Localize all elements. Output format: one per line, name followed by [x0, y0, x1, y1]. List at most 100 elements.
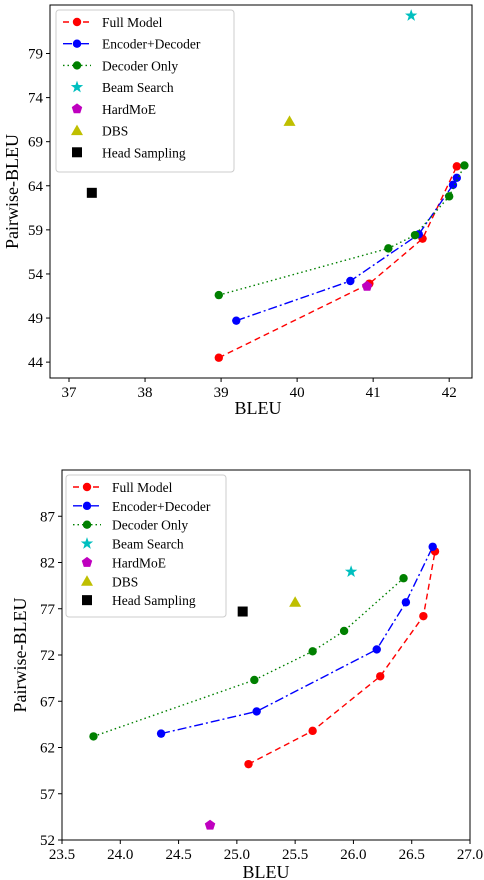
legend-label: Full Model	[102, 15, 163, 30]
x-tick-label: 37	[62, 385, 78, 401]
data-point	[361, 280, 373, 291]
series-dbs	[283, 115, 296, 126]
legend-item: Full Model	[63, 15, 163, 30]
x-tick-label: 41	[366, 385, 381, 401]
y-tick-label: 72	[40, 648, 55, 664]
legend-item: Beam Search	[80, 537, 184, 552]
legend-item: Decoder Only	[63, 58, 178, 73]
series-line	[248, 551, 436, 765]
series-decoder-only	[214, 161, 469, 300]
legend-item: Full Model	[73, 480, 173, 495]
x-tick-label: 23.5	[49, 847, 75, 863]
x-tick-label: 25.0	[224, 847, 250, 863]
legend-item: Decoder Only	[73, 518, 188, 533]
legend-label: Head Sampling	[112, 593, 196, 608]
legend-item: Encoder+Decoder	[73, 499, 211, 514]
legend-label: Encoder+Decoder	[102, 37, 201, 52]
chart-1: 37 38 39 40 41 42 44 49 54 59 64 69 74 79 BLEU Pairwise…	[2, 4, 473, 418]
legend-item: Beam Search	[70, 80, 174, 95]
x-tick-label: 40	[290, 385, 305, 401]
y-tick-label: 44	[28, 355, 44, 371]
legend-label: Decoder Only	[102, 58, 178, 73]
legend-item: HardMoE	[81, 555, 166, 570]
legend: Full Model Encoder+Decoder Decoder Only Bea…	[55, 9, 235, 173]
data-point	[252, 707, 261, 716]
y-tick-label: 67	[40, 694, 56, 710]
data-point	[404, 9, 418, 21]
plot-frame	[49, 4, 473, 379]
series-encoder-decoder	[156, 542, 437, 738]
legend-label: DBS	[112, 574, 138, 589]
legend-box	[55, 9, 235, 173]
legend-marker	[72, 39, 82, 48]
x-tick-label: 27.0	[457, 847, 483, 863]
legend-label: Beam Search	[112, 537, 184, 552]
data-point	[384, 244, 393, 253]
legend-marker	[72, 17, 82, 27]
data-point	[156, 729, 166, 738]
legend-marker	[82, 595, 92, 606]
data-point	[428, 542, 437, 551]
x-tick-label: 26.0	[340, 847, 366, 863]
x-tick-label: 26.5	[399, 847, 425, 863]
data-point	[214, 290, 223, 300]
y-tick-label: 57	[40, 787, 56, 803]
y-tick-label: 49	[28, 311, 43, 327]
legend-marker	[82, 501, 92, 511]
legend-item: HardMoE	[71, 102, 156, 117]
y-tick-label: 64	[28, 179, 44, 195]
y-tick-label: 77	[40, 602, 56, 618]
series-head-sampling	[86, 187, 97, 198]
data-point	[344, 565, 358, 578]
data-point	[204, 819, 216, 830]
data-point	[250, 675, 259, 685]
data-point	[86, 187, 97, 198]
y-tick-label: 54	[28, 267, 44, 283]
data-point	[376, 672, 385, 681]
x-axis-label: BLEU	[243, 862, 290, 880]
y-tick-label: 62	[40, 741, 55, 757]
legend-item: Head Sampling	[72, 145, 186, 160]
legend-label: HardMoE	[112, 555, 166, 570]
data-point	[399, 574, 408, 583]
data-point	[401, 598, 411, 607]
legend-box	[65, 474, 227, 618]
x-tick-label: 25.5	[282, 847, 308, 863]
legend-marker	[82, 482, 92, 492]
data-point	[372, 645, 381, 654]
series-beam-search	[404, 9, 418, 21]
series-beam-search	[344, 565, 358, 578]
series-line	[236, 177, 458, 322]
data-point	[346, 276, 355, 286]
x-tick-label: 42	[442, 385, 457, 401]
series-dbs	[289, 596, 302, 607]
y-tick-label: 82	[40, 556, 55, 572]
legend-item: DBS	[81, 574, 138, 589]
data-point	[214, 353, 223, 362]
legend-label: Head Sampling	[102, 145, 186, 160]
legend-label: DBS	[102, 124, 128, 139]
legend-label: Decoder Only	[112, 518, 188, 533]
legend-marker	[81, 556, 93, 567]
x-axis-label: BLEU	[235, 398, 282, 418]
series-line	[218, 165, 466, 296]
x-tick-label: 38	[138, 385, 153, 401]
legend-marker	[82, 520, 92, 529]
series-full-model	[214, 162, 461, 362]
legend-label: Encoder+Decoder	[112, 499, 211, 514]
legend-label: HardMoE	[102, 102, 156, 117]
series-hardmoe	[361, 280, 373, 291]
y-tick-label: 52	[40, 833, 55, 849]
data-point	[419, 611, 428, 621]
series-head-sampling	[237, 606, 248, 617]
series-line	[218, 166, 458, 359]
data-point	[232, 316, 241, 325]
legend: Full Model Encoder+Decoder Decoder Only Bea…	[65, 474, 227, 618]
legend-label: Full Model	[112, 480, 173, 495]
x-tick-label: 24.0	[107, 847, 133, 863]
legend-label: Beam Search	[102, 80, 174, 95]
data-point	[308, 726, 317, 736]
data-point	[289, 596, 302, 607]
data-point	[448, 180, 458, 190]
